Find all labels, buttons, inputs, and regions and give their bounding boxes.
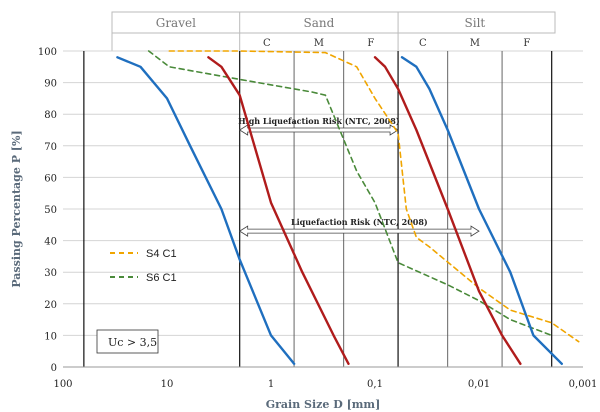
y-tick-label: 100 xyxy=(38,47,57,58)
y-tick-label: 30 xyxy=(44,268,57,279)
soil-class-header: Gravel Sand Silt C M F C M F xyxy=(111,11,556,51)
axes: 0 10 20 30 40 50 60 70 80 90 100 100 10 1 0,1 0,01 0,001 xyxy=(38,47,597,390)
y-tick-label: 60 xyxy=(44,173,57,184)
y-tick-label: 0 xyxy=(51,363,57,374)
risk-arrow-label: High Liquefaction Risk (NTC, 2008) xyxy=(238,116,400,126)
class-dividers xyxy=(83,51,553,367)
series-line-1 xyxy=(147,50,553,337)
risk-arrow-shape xyxy=(238,225,480,237)
subclass-label: M xyxy=(314,38,324,49)
y-axis-title: Passing Percentage P [%] xyxy=(10,130,23,287)
legend: S4 C1 S6 C1 xyxy=(110,248,177,284)
x-tick-label: 1 xyxy=(268,379,274,390)
risk-arrow: High Liquefaction Risk (NTC, 2008) xyxy=(238,116,400,136)
x-tick-label: 100 xyxy=(53,379,72,390)
y-tick-label: 70 xyxy=(44,142,57,153)
x-tick-label: 10 xyxy=(161,379,174,390)
risk-arrow: Liquefaction Risk (NTC, 2008) xyxy=(238,217,480,237)
series-line-0 xyxy=(168,50,580,343)
series-line-3 xyxy=(207,56,350,365)
series-line-2 xyxy=(116,56,296,365)
risk-arrow-label: Liquefaction Risk (NTC, 2008) xyxy=(291,217,428,227)
uc-note: Uc > 3,5 xyxy=(96,329,159,354)
legend-label-s6: S6 C1 xyxy=(146,272,177,284)
uc-note-text: Uc > 3,5 xyxy=(108,336,157,349)
y-tick-label: 40 xyxy=(44,237,57,248)
subclass-label: F xyxy=(367,38,374,49)
legend-label-s4: S4 C1 xyxy=(146,248,177,260)
risk-annotations: High Liquefaction Risk (NTC, 2008) Liquef… xyxy=(238,116,480,237)
series-line-5 xyxy=(400,56,563,365)
y-tick-label: 20 xyxy=(44,300,57,311)
risk-arrow-shape xyxy=(238,124,399,136)
uc-note-box xyxy=(96,329,159,354)
subclass-label: F xyxy=(523,38,530,49)
subclass-label: C xyxy=(419,38,427,49)
y-tick-label: 90 xyxy=(44,79,57,90)
y-tick-label: 80 xyxy=(44,110,57,121)
y-tick-label: 10 xyxy=(44,331,57,342)
y-tick-label: 50 xyxy=(44,205,57,216)
subclass-label: M xyxy=(470,38,480,49)
x-tick-label: 0,01 xyxy=(468,379,490,390)
x-axis-title: Grain Size D [mm] xyxy=(266,398,381,411)
series-line-4 xyxy=(373,56,522,365)
x-tick-label: 0,001 xyxy=(569,379,598,390)
class-header-label: Gravel xyxy=(156,16,196,30)
class-header-label: Silt xyxy=(465,16,486,30)
chart-grid xyxy=(63,50,583,368)
subclass-label: C xyxy=(263,38,271,49)
series-group xyxy=(116,50,580,365)
x-tick-label: 0,1 xyxy=(367,379,383,390)
class-header-label: Sand xyxy=(303,16,334,30)
